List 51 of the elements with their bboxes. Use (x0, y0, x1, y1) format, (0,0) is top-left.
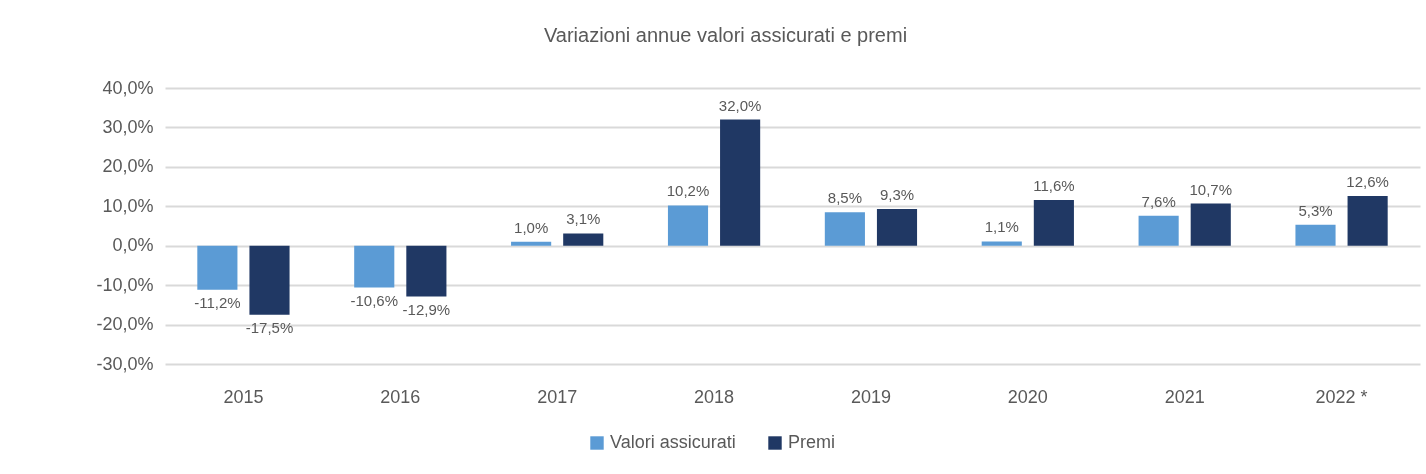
data-label: -17,5% (245, 318, 294, 336)
bar (1190, 203, 1231, 246)
bar (981, 241, 1022, 246)
y-tick-label: 10,0% (102, 195, 154, 216)
y-tick-label: -20,0% (96, 314, 154, 335)
bar (720, 119, 761, 246)
x-tick-label: 2017 (537, 386, 578, 407)
bar (876, 209, 918, 246)
data-label: 7,6% (1141, 192, 1176, 210)
data-label: -11,2% (194, 293, 241, 311)
bar (1295, 224, 1336, 246)
legend-label: Premi (788, 432, 836, 452)
data-label: 1,0% (514, 218, 549, 236)
x-tick-label: 2019 (850, 386, 891, 407)
bar (1138, 215, 1179, 246)
data-label: -10,6% (350, 291, 399, 309)
bar (249, 245, 290, 315)
bar (824, 212, 865, 246)
y-tick-label: -10,0% (96, 274, 154, 295)
bar (563, 233, 604, 246)
chart-title: Variazioni annue valori assicurati e premi (543, 24, 908, 46)
bar (1033, 199, 1074, 246)
legend-label: Valori assicurati (610, 432, 736, 452)
data-label: 10,7% (1189, 180, 1233, 198)
data-label: 3,1% (566, 210, 601, 228)
x-tick-label: 2018 (694, 386, 735, 407)
data-label: 12,6% (1346, 173, 1389, 191)
data-label: 5,3% (1298, 201, 1333, 219)
data-label: 8,5% (827, 189, 862, 207)
bar (1347, 196, 1388, 246)
data-label: 32,0% (718, 96, 762, 114)
x-tick-label: 2021 (1164, 386, 1205, 407)
x-tick-label: 2015 (223, 386, 264, 407)
x-tick-label: 2020 (1007, 386, 1048, 407)
y-tick-label: 0,0% (112, 235, 154, 256)
data-label: 10,2% (666, 182, 710, 200)
x-tick-label: 2022 * (1315, 386, 1368, 407)
y-tick-label: -30,0% (96, 353, 154, 374)
bar (197, 245, 238, 290)
x-tick-label: 2016 (380, 386, 421, 407)
bar (667, 205, 709, 246)
y-tick-label: 30,0% (102, 116, 154, 137)
bar (406, 245, 447, 297)
y-tick-label: 40,0% (102, 77, 154, 98)
bar (354, 245, 395, 288)
bar (511, 241, 552, 246)
data-label: 9,3% (879, 186, 915, 204)
data-label: 11,6% (1033, 176, 1075, 194)
data-label: -12,9% (402, 300, 451, 318)
y-tick-label: 20,0% (102, 156, 154, 177)
data-label: 1,1% (984, 218, 1019, 236)
